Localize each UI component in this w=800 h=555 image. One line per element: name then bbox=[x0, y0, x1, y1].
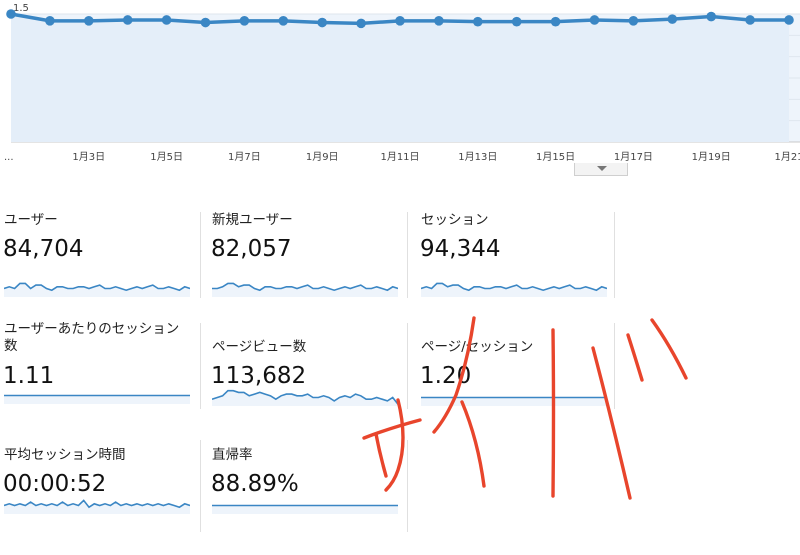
metric-value: 1.11 bbox=[3, 363, 55, 389]
metric-divider bbox=[614, 323, 615, 409]
metric-sparkline bbox=[421, 396, 607, 406]
metric-divider bbox=[200, 440, 201, 532]
metric-label: 新規ユーザー bbox=[212, 212, 293, 228]
data-point[interactable] bbox=[45, 16, 55, 26]
metric-pages-per-session[interactable]: ページ/セッション 1.20 bbox=[417, 339, 617, 447]
x-tick-label: 1月15日 bbox=[536, 151, 575, 163]
x-tick-label: 1月21 bbox=[774, 151, 800, 163]
sparkline-area bbox=[212, 505, 398, 514]
chevron-down-icon bbox=[597, 166, 607, 171]
data-point[interactable] bbox=[745, 15, 755, 25]
metric-divider bbox=[407, 323, 408, 409]
metric-label: ユーザー bbox=[4, 212, 58, 228]
metric-value: 00:00:52 bbox=[3, 471, 107, 497]
metric-value: 94,344 bbox=[420, 236, 501, 262]
x-tick-label: 1月5日 bbox=[150, 151, 183, 163]
metric-label: ページビュー数 bbox=[212, 339, 307, 355]
sparkline-line bbox=[212, 282, 398, 292]
metric-pageviews[interactable]: ページビュー数 113,682 bbox=[208, 339, 408, 447]
x-tick-label: 1月17日 bbox=[614, 151, 653, 163]
data-point[interactable] bbox=[784, 15, 794, 25]
data-point[interactable] bbox=[122, 15, 133, 25]
data-point[interactable] bbox=[278, 16, 289, 26]
sparkline-line bbox=[212, 389, 398, 405]
metric-divider bbox=[407, 212, 408, 298]
x-tick-label: 1月9日 bbox=[306, 151, 339, 163]
data-point[interactable] bbox=[84, 16, 94, 26]
sparkline-area bbox=[4, 283, 190, 297]
metric-label: 直帰率 bbox=[212, 447, 253, 463]
metric-avg-session-duration[interactable]: 平均セッション時間 00:00:52 bbox=[0, 447, 200, 555]
x-tick-label: 1月13日 bbox=[458, 151, 497, 163]
main-line-chart: 1.510.5...1月3日1月5日1月7日1月9日1月11日1月13日1月15… bbox=[4, 3, 800, 163]
data-point[interactable] bbox=[667, 14, 678, 24]
data-point[interactable] bbox=[473, 16, 483, 27]
sparkline-line bbox=[421, 282, 607, 292]
metric-sessions-per-user[interactable]: ユーザーあたりのセッション数 1.11 bbox=[0, 321, 200, 429]
metric-sparkline bbox=[421, 282, 607, 297]
metric-label: ページ/セッション bbox=[421, 339, 534, 355]
metric-divider bbox=[407, 440, 408, 532]
metric-users[interactable]: ユーザー 84,704 bbox=[0, 212, 200, 320]
sparkline-line bbox=[4, 499, 190, 509]
sparkline-area bbox=[421, 397, 607, 406]
data-point[interactable] bbox=[628, 16, 639, 26]
metric-sparkline bbox=[4, 282, 190, 297]
data-point[interactable] bbox=[200, 17, 211, 28]
data-point[interactable] bbox=[434, 16, 444, 26]
sparkline-area bbox=[4, 395, 190, 404]
collapse-chart-tab[interactable] bbox=[574, 163, 628, 176]
metric-new-users[interactable]: 新規ユーザー 82,057 bbox=[208, 212, 408, 320]
sparkline-area bbox=[212, 390, 398, 406]
metric-sparkline bbox=[212, 504, 398, 514]
sparkline-area bbox=[421, 283, 607, 297]
metric-label: ユーザーあたりのセッション数 bbox=[4, 321, 180, 354]
data-point[interactable] bbox=[161, 15, 172, 25]
metric-sparkline bbox=[212, 389, 398, 406]
metric-label: 平均セッション時間 bbox=[4, 447, 126, 463]
data-point[interactable] bbox=[239, 16, 250, 26]
metric-divider bbox=[614, 212, 615, 298]
series-area bbox=[11, 14, 789, 142]
annotation-stroke bbox=[650, 318, 688, 380]
x-tick-label: 1月3日 bbox=[72, 151, 105, 163]
x-tick-label: 1月7日 bbox=[228, 151, 261, 163]
data-point[interactable] bbox=[511, 16, 522, 27]
sparkline-area bbox=[4, 500, 190, 514]
metric-divider bbox=[200, 212, 201, 298]
x-tick-label: 1月19日 bbox=[692, 151, 731, 163]
metric-divider bbox=[200, 323, 201, 409]
data-point[interactable] bbox=[6, 9, 16, 19]
metric-sparkline bbox=[212, 282, 398, 297]
metric-sessions[interactable]: セッション 94,344 bbox=[417, 212, 617, 320]
metric-bounce-rate[interactable]: 直帰率 88.89% bbox=[208, 447, 408, 555]
data-point[interactable] bbox=[395, 16, 405, 26]
data-point[interactable] bbox=[589, 15, 600, 25]
metric-label: セッション bbox=[421, 212, 489, 228]
metric-value: 82,057 bbox=[211, 236, 292, 262]
data-point[interactable] bbox=[317, 17, 328, 28]
metric-sparkline bbox=[4, 394, 190, 404]
data-point[interactable] bbox=[550, 16, 561, 27]
metric-sparkline bbox=[4, 499, 190, 514]
sparkline-area bbox=[212, 283, 398, 297]
sparkline-line bbox=[4, 282, 190, 292]
x-tick-label: ... bbox=[4, 152, 14, 163]
metric-value: 113,682 bbox=[211, 363, 307, 389]
y-tick-label: 1.5 bbox=[13, 3, 29, 14]
x-tick-label: 1月11日 bbox=[380, 151, 419, 163]
annotation-stroke bbox=[626, 333, 644, 382]
metric-value: 88.89% bbox=[211, 471, 299, 497]
data-point[interactable] bbox=[356, 18, 366, 29]
data-point[interactable] bbox=[706, 11, 716, 22]
metric-value: 84,704 bbox=[3, 236, 84, 262]
